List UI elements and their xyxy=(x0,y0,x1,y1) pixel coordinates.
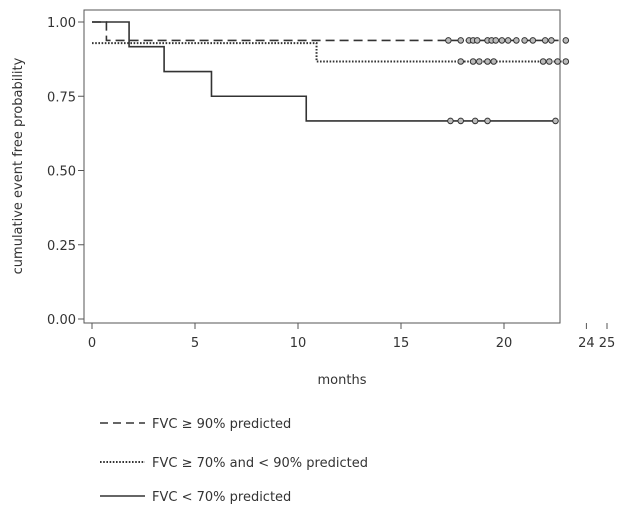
x-tick-label-5: 24 xyxy=(578,336,595,351)
censor-mark-1-1 xyxy=(469,58,477,65)
x-tick-label-3: 15 xyxy=(393,336,410,351)
axes: 0.00 0.25 0.50 0.75 1.00 0 5 10 15 20 24 25 xyxy=(47,9,616,351)
x-tick-label-0: 0 xyxy=(88,336,96,351)
censor-mark-2-1 xyxy=(457,117,465,125)
legend-label-0: FVC ≥ 90% predicted xyxy=(152,417,291,432)
censor-mark-1-7 xyxy=(554,58,561,65)
censor-mark-2-4 xyxy=(552,117,559,125)
censor-mark-0-1 xyxy=(457,37,465,44)
censor-mark-2-2 xyxy=(471,117,479,125)
series-layer xyxy=(92,21,570,125)
y-axis-label: cumulative event free probability xyxy=(11,57,26,274)
series-line-2 xyxy=(92,21,556,122)
legend: FVC ≥ 90% predicted FVC ≥ 70% and < 90% p… xyxy=(100,417,368,505)
censor-mark-1-4 xyxy=(490,58,498,65)
x-tick-label-1: 5 xyxy=(191,336,199,351)
censor-mark-0-0 xyxy=(445,37,452,44)
censor-mark-0-14 xyxy=(548,37,555,44)
x-axis-label: months xyxy=(318,373,367,388)
y-tick-label-3: 0.75 xyxy=(47,90,76,105)
y-tick-label-4: 1.00 xyxy=(47,16,76,31)
plot-frame xyxy=(83,9,561,324)
censor-mark-0-4 xyxy=(473,37,481,44)
censor-mark-0-8 xyxy=(498,37,506,44)
x-tick-label-2: 10 xyxy=(290,336,307,351)
censor-mark-1-3 xyxy=(484,58,491,65)
legend-label-1: FVC ≥ 70% and < 90% predicted xyxy=(152,456,368,471)
censor-mark-0-11 xyxy=(521,37,528,44)
censor-mark-2-0 xyxy=(447,117,454,125)
censor-mark-2-3 xyxy=(484,117,491,125)
censor-mark-0-9 xyxy=(504,37,512,44)
y-tick-label-0: 0.00 xyxy=(47,313,76,328)
censor-mark-1-8 xyxy=(562,58,570,65)
x-tick-label-6: 25 xyxy=(599,336,616,351)
censor-mark-0-10 xyxy=(513,37,520,44)
censor-mark-1-0 xyxy=(457,58,465,65)
censor-mark-1-5 xyxy=(539,58,547,65)
censor-mark-1-2 xyxy=(475,58,483,65)
y-tick-label-1: 0.25 xyxy=(47,239,76,254)
y-tick-label-2: 0.50 xyxy=(47,165,76,180)
censor-mark-0-13 xyxy=(541,37,549,44)
censor-mark-0-12 xyxy=(529,37,537,44)
censor-mark-1-6 xyxy=(546,58,553,65)
censor-mark-0-15 xyxy=(562,37,570,44)
censor-mark-0-7 xyxy=(492,37,500,44)
series-line-1 xyxy=(92,42,566,63)
x-tick-label-4: 20 xyxy=(496,336,513,351)
legend-label-2: FVC < 70% predicted xyxy=(152,490,291,505)
